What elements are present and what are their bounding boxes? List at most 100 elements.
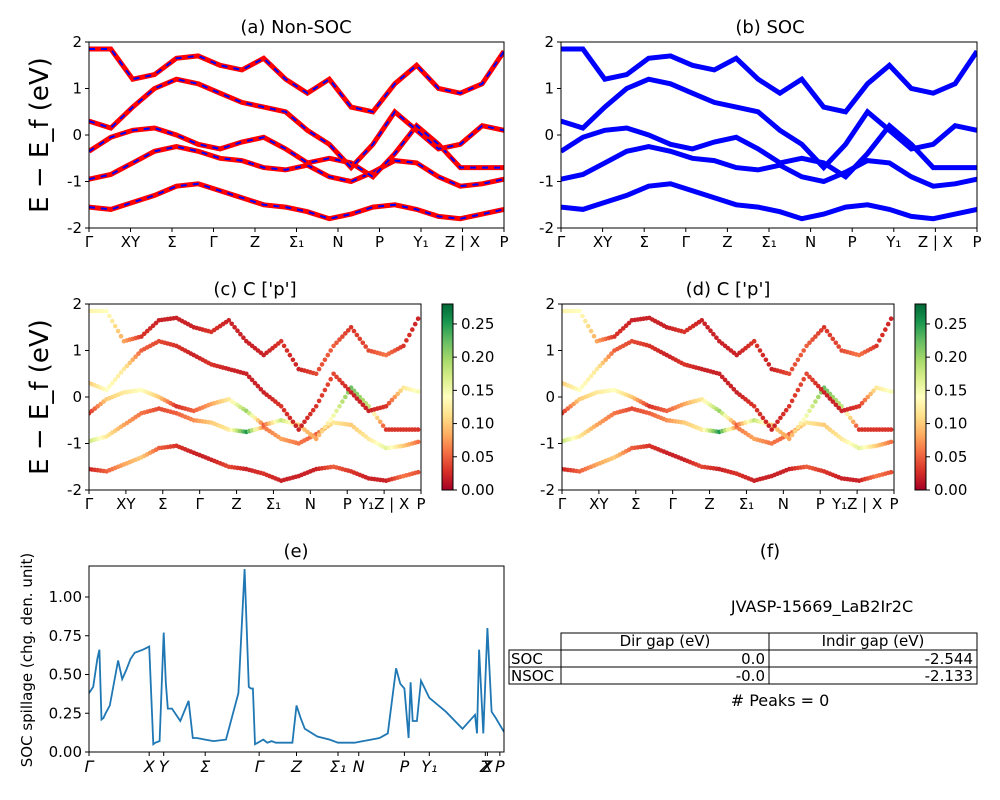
band-point bbox=[888, 469, 894, 475]
band-point bbox=[577, 387, 582, 393]
band-line-nsoc bbox=[89, 181, 504, 222]
band-point bbox=[827, 332, 833, 338]
band-point bbox=[880, 332, 885, 338]
colorbar-tick-label: 0.15 bbox=[461, 381, 494, 399]
band-point bbox=[325, 382, 331, 387]
band-point bbox=[322, 387, 328, 393]
band-point bbox=[807, 408, 812, 414]
x-tick-label: Σ₁ bbox=[330, 757, 347, 776]
colorbar-d: 0.00 0.05 0.10 0.15 0.20 0.25 bbox=[914, 303, 967, 499]
x-tick-label: N bbox=[332, 233, 343, 251]
band-point bbox=[772, 423, 777, 429]
band-point bbox=[316, 398, 322, 404]
band-point bbox=[252, 380, 258, 386]
band-point bbox=[883, 327, 888, 332]
band-point bbox=[708, 328, 713, 334]
band-point bbox=[412, 321, 418, 327]
band-point bbox=[144, 328, 150, 334]
table-cell: -2.544 bbox=[925, 650, 973, 668]
band-line-soc bbox=[561, 76, 977, 172]
table-cell: 0.0 bbox=[741, 650, 765, 668]
band-point bbox=[124, 363, 130, 369]
band-point bbox=[626, 320, 632, 326]
band-point bbox=[354, 332, 360, 338]
band-point bbox=[585, 377, 591, 382]
band-point bbox=[795, 424, 801, 430]
band-point bbox=[343, 331, 348, 336]
band-point bbox=[766, 423, 772, 429]
band-point bbox=[107, 313, 112, 319]
band-point bbox=[316, 432, 322, 438]
band-point bbox=[836, 405, 841, 411]
band-point bbox=[325, 352, 331, 358]
band-point bbox=[824, 393, 830, 398]
band-point bbox=[357, 336, 363, 342]
x-tick-label: Γ bbox=[558, 495, 567, 513]
band-point bbox=[229, 321, 234, 327]
band-point bbox=[580, 313, 585, 319]
x-tick-label: P bbox=[343, 495, 352, 513]
band-point bbox=[760, 415, 766, 421]
x-tick-label: P bbox=[972, 233, 981, 251]
band-point bbox=[281, 343, 287, 349]
y-tick-label: -1 bbox=[67, 173, 82, 191]
table-cell: -2.133 bbox=[925, 667, 973, 685]
y-tick-label: -2 bbox=[540, 481, 555, 499]
band-point bbox=[810, 337, 815, 342]
band-point bbox=[118, 370, 124, 375]
band-point bbox=[830, 336, 836, 342]
band-point bbox=[789, 398, 795, 404]
x-tick-label: Γ bbox=[195, 495, 204, 513]
y-tick-label: -1 bbox=[67, 435, 82, 453]
panel-e-title: (e) bbox=[283, 541, 308, 562]
band-point bbox=[296, 427, 302, 432]
y-tick-label: 0.00 bbox=[49, 743, 82, 761]
band-point bbox=[717, 371, 722, 377]
band-point bbox=[731, 387, 737, 392]
band-point bbox=[620, 326, 626, 331]
axes-frame bbox=[560, 41, 978, 229]
spillage-line bbox=[89, 569, 504, 747]
spillage-series bbox=[89, 569, 504, 747]
band-point bbox=[383, 404, 389, 409]
band-point bbox=[334, 408, 339, 414]
band-lines bbox=[561, 46, 977, 222]
band-point bbox=[833, 340, 839, 346]
band-point bbox=[398, 388, 403, 394]
band-point bbox=[845, 411, 850, 417]
band-point bbox=[246, 374, 252, 380]
panel-c-title: (c) C ['p'] bbox=[213, 279, 296, 300]
band-point bbox=[284, 411, 290, 417]
band-point bbox=[824, 328, 830, 334]
band-point bbox=[389, 397, 395, 403]
band-point bbox=[415, 316, 421, 322]
band-point bbox=[328, 376, 334, 382]
band-point bbox=[343, 383, 348, 389]
y-tick-label: -2 bbox=[67, 481, 82, 499]
band-point bbox=[807, 374, 812, 380]
x-tick-label: Γ bbox=[85, 757, 95, 776]
x-tick-label: Z bbox=[250, 233, 260, 251]
band-point bbox=[850, 419, 856, 425]
band-point bbox=[795, 387, 801, 393]
band-point bbox=[287, 415, 293, 421]
band-point bbox=[107, 384, 112, 389]
band-point bbox=[293, 362, 299, 367]
band-point bbox=[415, 389, 421, 394]
x-tick-label: N bbox=[305, 495, 316, 513]
band-point bbox=[711, 331, 716, 337]
band-point bbox=[798, 352, 804, 358]
x-tick-label: Y₁ bbox=[885, 233, 901, 251]
band-point bbox=[127, 360, 133, 366]
band-point bbox=[705, 325, 710, 330]
panel-b-title: (b) SOC bbox=[735, 17, 804, 38]
band-point bbox=[781, 411, 786, 417]
y-tick-label: -2 bbox=[67, 219, 82, 237]
axes-frame bbox=[561, 303, 895, 491]
band-point bbox=[763, 357, 769, 363]
panel-e-spillage-plot: 0.000.250.500.751.00Γ X Y Σ Γ Z Σ₁ N P Y₁ ZX P bbox=[49, 565, 505, 776]
x-tick-label: Σ₁ bbox=[761, 233, 777, 251]
band-point bbox=[792, 362, 798, 367]
band-point bbox=[801, 348, 806, 353]
x-tick-label: P bbox=[848, 233, 857, 251]
